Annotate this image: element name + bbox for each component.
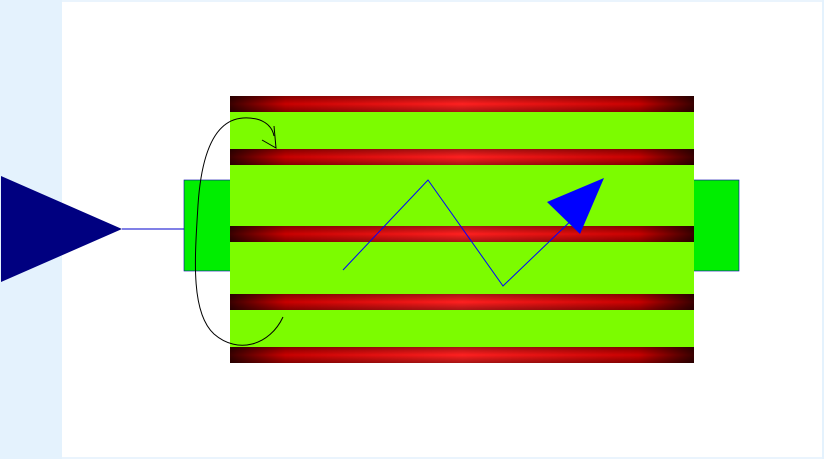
frame-bottom-edge (62, 457, 824, 459)
tube-2 (230, 149, 694, 165)
tube-5 (230, 347, 694, 363)
zigzag-flow-arrow-icon (547, 178, 604, 234)
recirculation-loop-icon (194, 117, 284, 346)
right-port (692, 179, 740, 272)
tube-group (230, 96, 694, 363)
tube-1 (230, 96, 694, 112)
frame-top-edge (62, 0, 824, 2)
frame-right-edge (822, 0, 824, 459)
tube-4 (230, 294, 694, 310)
left-port (183, 179, 232, 272)
zigzag-flow-line (342, 179, 579, 287)
input-triangle-icon (1, 176, 122, 282)
